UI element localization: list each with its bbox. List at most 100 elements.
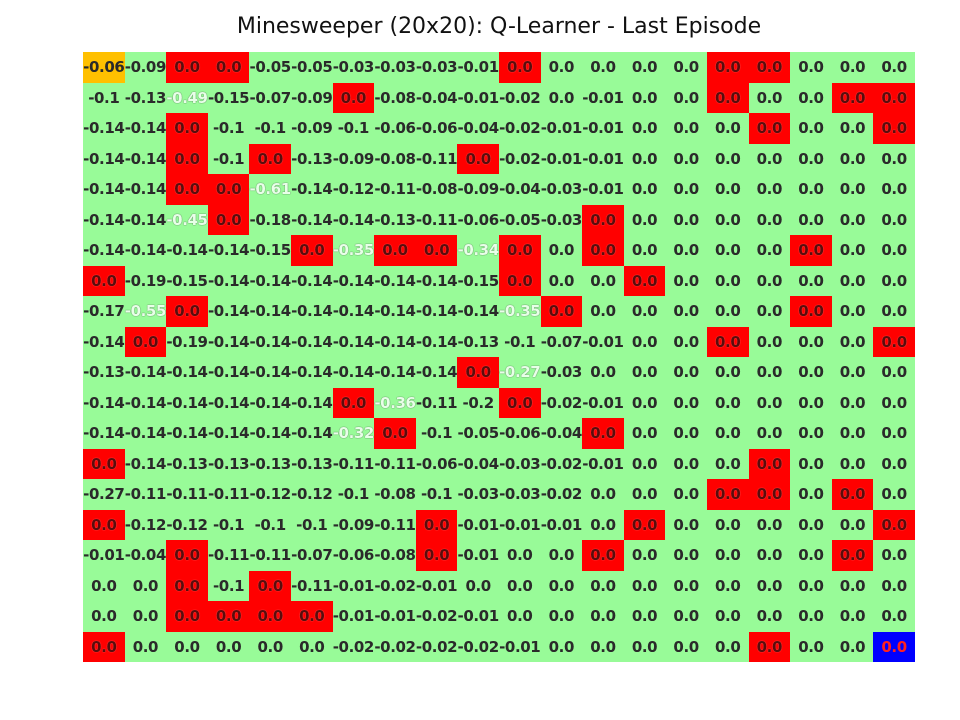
cell-value: -0.02	[457, 637, 500, 656]
safe-cell: -0.14	[332, 204, 374, 235]
cell-value: 0.0	[756, 210, 783, 229]
cell-value: -0.14	[124, 363, 167, 382]
safe-cell: 0.0	[665, 82, 707, 113]
cell-value: 0.0	[798, 424, 824, 443]
safe-cell: -0.1	[498, 326, 541, 357]
cell-value: -0.1	[296, 515, 328, 534]
safe-cell: -0.14	[374, 265, 416, 296]
safe-cell: -0.14	[83, 418, 125, 449]
safe-cell: -0.01	[582, 113, 624, 144]
cell-value: 0.0	[839, 180, 866, 199]
safe-cell: 0.0	[790, 357, 832, 388]
safe-cell: 0.0	[706, 540, 749, 571]
safe-cell: -0.03	[540, 357, 582, 388]
cell-value: -0.14	[249, 424, 292, 443]
cell-value: -0.06	[374, 119, 416, 138]
cell-value: 0.0	[673, 363, 699, 382]
cell-value: 0.0	[590, 546, 616, 565]
safe-cell: -0.14	[83, 387, 125, 418]
cell-value: -0.27	[499, 363, 541, 382]
cell-value: -0.14	[124, 424, 167, 443]
cell-value: 0.0	[673, 454, 699, 473]
cell-value: -0.09	[457, 180, 500, 199]
safe-cell: 0.0	[790, 540, 832, 571]
cell-value: 0.0	[756, 58, 783, 77]
safe-cell: -0.14	[374, 296, 416, 327]
cell-value: 0.0	[673, 515, 699, 534]
cell-value: 0.0	[631, 607, 658, 626]
safe-cell: -0.11	[124, 479, 166, 510]
cell-value: -0.06	[83, 58, 125, 77]
cell-value: 0.0	[673, 88, 699, 107]
safe-cell: -0.02	[374, 570, 416, 601]
cell-value: 0.0	[715, 424, 741, 443]
safe-cell: 0.0	[665, 448, 707, 479]
cell-value: 0.0	[881, 424, 907, 443]
cell-value: -0.04	[457, 119, 500, 138]
cell-value: 0.0	[590, 607, 616, 626]
safe-cell: 0.0	[790, 143, 832, 174]
cell-value: 0.0	[382, 241, 408, 260]
cell-value: 0.0	[798, 119, 824, 138]
cell-value: -0.02	[540, 485, 583, 504]
cell-value: -0.01	[499, 515, 541, 534]
safe-cell: 0.0	[623, 418, 666, 449]
cell-value: -0.14	[83, 180, 125, 199]
mine-cell: 0.0	[290, 601, 333, 632]
cell-value: -0.14	[83, 241, 125, 260]
safe-cell: 0.0	[790, 509, 832, 540]
safe-cell: 0.0	[623, 479, 666, 510]
cell-value: -0.04	[540, 424, 583, 443]
cell-value: -0.02	[415, 637, 458, 656]
safe-cell: -0.13	[166, 448, 208, 479]
mine-cell: 0.0	[748, 52, 791, 83]
cell-value: -0.14	[249, 393, 292, 412]
safe-cell: 0.0	[873, 418, 915, 449]
safe-cell: -0.14	[124, 448, 166, 479]
safe-cell: 0.0	[748, 601, 791, 632]
cell-value: -0.14	[166, 363, 208, 382]
safe-cell: -0.14	[290, 204, 333, 235]
cell-value: 0.0	[715, 454, 741, 473]
safe-cell: -0.11	[415, 143, 458, 174]
safe-cell: 0.0	[582, 509, 624, 540]
safe-cell: 0.0	[665, 540, 707, 571]
safe-cell: -0.01	[582, 326, 624, 357]
cell-value: 0.0	[715, 180, 741, 199]
cell-value: 0.0	[382, 424, 408, 443]
cell-value: -0.14	[415, 332, 458, 351]
safe-cell: -0.04	[124, 540, 166, 571]
cell-value: -0.01	[332, 607, 375, 626]
safe-cell: -0.1	[415, 418, 458, 449]
cell-value: 0.0	[881, 210, 907, 229]
mine-cell: 0.0	[831, 82, 874, 113]
safe-cell: 0.0	[623, 601, 666, 632]
safe-cell: -0.36	[374, 387, 416, 418]
safe-cell: 0.0	[623, 448, 666, 479]
cell-value: -0.09	[332, 515, 375, 534]
cell-value: 0.0	[548, 271, 575, 290]
cell-value: 0.0	[631, 119, 658, 138]
mine-cell: 0.0	[166, 143, 208, 174]
safe-cell: -0.14	[332, 265, 374, 296]
safe-cell: -0.11	[249, 540, 291, 571]
cell-value: -0.11	[291, 576, 333, 595]
safe-cell: -0.1	[207, 113, 250, 144]
safe-cell: 0.0	[665, 387, 707, 418]
mine-cell: 0.0	[623, 265, 666, 296]
cell-value: -0.11	[374, 180, 416, 199]
cell-value: -0.08	[374, 149, 416, 168]
cell-value: -0.14	[457, 302, 500, 321]
cell-value: 0.0	[91, 637, 117, 656]
cell-value: -0.06	[415, 119, 458, 138]
cell-value: 0.0	[715, 546, 741, 565]
safe-cell: 0.0	[540, 631, 583, 662]
mine-cell: 0.0	[332, 387, 375, 418]
cell-value: -0.1	[420, 485, 453, 504]
goal-cell: 0.0	[873, 631, 915, 662]
cell-value: 0.0	[215, 637, 242, 656]
safe-cell: 0.0	[665, 570, 707, 601]
safe-cell: -0.02	[457, 631, 500, 662]
safe-cell: 0.0	[831, 326, 874, 357]
cell-value: 0.0	[91, 576, 117, 595]
